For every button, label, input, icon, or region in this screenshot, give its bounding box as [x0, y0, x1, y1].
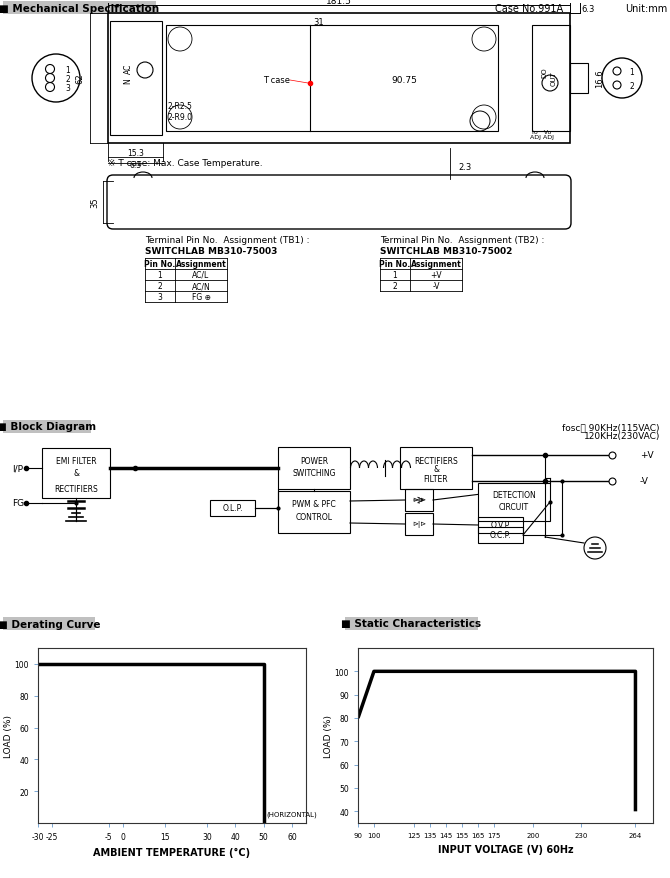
Text: O.L.P.: O.L.P. [222, 504, 243, 513]
Text: 2.3: 2.3 [458, 163, 471, 172]
Bar [3, 421, 91, 434]
Text: FILTER: FILTER [423, 475, 448, 484]
Text: 3: 3 [157, 292, 162, 302]
Text: T case: T case [263, 76, 290, 84]
Bar [278, 448, 350, 489]
Text: SWITCHLAB MB310-75002: SWITCHLAB MB310-75002 [380, 247, 513, 255]
Y-axis label: LOAD (%): LOAD (%) [4, 714, 13, 757]
Text: O.V.P.: O.V.P. [490, 521, 511, 530]
Text: RECTIFIERS: RECTIFIERS [54, 484, 98, 493]
Text: 2-R9.0: 2-R9.0 [167, 113, 192, 122]
Text: DO: DO [541, 68, 547, 78]
Text: -V: -V [432, 282, 440, 291]
Text: N: N [123, 78, 133, 83]
Text: Case No.991A: Case No.991A [495, 4, 563, 13]
Bar [570, 64, 588, 94]
Text: I/P: I/P [12, 464, 23, 473]
Text: AC/L: AC/L [192, 270, 210, 280]
X-axis label: AMBIENT TEMPERATURE (°C): AMBIENT TEMPERATURE (°C) [93, 846, 251, 857]
Bar [478, 528, 523, 543]
Bar [405, 489, 433, 511]
Text: RECTIFIERS: RECTIFIERS [414, 456, 458, 465]
Text: 1: 1 [630, 68, 634, 76]
Y-axis label: LOAD (%): LOAD (%) [324, 714, 333, 757]
Text: Terminal Pin No.  Assignment (TB1) :: Terminal Pin No. Assignment (TB1) : [145, 235, 310, 245]
Bar [278, 492, 350, 534]
Text: 2: 2 [66, 75, 70, 83]
Text: +V: +V [640, 451, 654, 460]
Text: Terminal Pin No.  Assignment (TB2) :: Terminal Pin No. Assignment (TB2) : [380, 235, 544, 245]
X-axis label: INPUT VOLTAGE (V) 60Hz: INPUT VOLTAGE (V) 60Hz [438, 844, 574, 853]
Text: ※ T case: Max. Case Temperature.: ※ T case: Max. Case Temperature. [108, 159, 263, 169]
Text: 1: 1 [157, 270, 162, 280]
Text: POWER: POWER [300, 456, 328, 465]
Bar [345, 617, 478, 630]
Bar [405, 514, 433, 536]
Bar [166, 26, 498, 132]
Text: 62: 62 [76, 74, 84, 84]
Text: 2: 2 [157, 282, 162, 291]
Text: 16.6: 16.6 [596, 69, 604, 88]
Text: Pin No.: Pin No. [379, 260, 411, 269]
Text: Pin No.: Pin No. [144, 260, 176, 269]
Text: Assignment: Assignment [176, 260, 226, 269]
Text: fosc： 90KHz(115VAC): fosc： 90KHz(115VAC) [563, 422, 660, 431]
Bar [108, 14, 570, 144]
Text: SWITCHING: SWITCHING [292, 469, 336, 478]
Bar [210, 500, 255, 516]
Text: ADJ ADJ: ADJ ADJ [530, 135, 554, 140]
Text: (HORIZONTAL): (HORIZONTAL) [267, 810, 318, 817]
Text: 120KHz(230VAC): 120KHz(230VAC) [584, 432, 660, 441]
Text: PWM & PFC: PWM & PFC [292, 500, 336, 509]
Text: 3: 3 [66, 83, 70, 92]
Bar [532, 26, 570, 132]
Text: 1: 1 [66, 66, 70, 75]
Text: &: & [73, 469, 79, 478]
Text: ■ Mechanical Specification: ■ Mechanical Specification [0, 4, 159, 13]
Text: DETECTION: DETECTION [492, 490, 536, 499]
Text: FG: FG [12, 499, 24, 507]
Text: 1: 1 [393, 270, 397, 280]
Text: EMI FILTER: EMI FILTER [56, 457, 96, 466]
Text: ■ Derating Curve: ■ Derating Curve [0, 619, 100, 629]
Bar [42, 449, 110, 499]
Text: 6.3: 6.3 [582, 4, 595, 13]
Text: SWITCHLAB MB310-75003: SWITCHLAB MB310-75003 [145, 247, 277, 255]
Text: Assignment: Assignment [411, 260, 462, 269]
Bar [3, 617, 95, 630]
Text: AC: AC [123, 64, 133, 74]
Text: O.C.P.: O.C.P. [490, 531, 511, 540]
Text: Unit:mm: Unit:mm [625, 4, 667, 13]
Text: ⊳|⊳: ⊳|⊳ [412, 521, 426, 528]
Text: 181.5: 181.5 [326, 0, 352, 5]
Text: FG ⊕: FG ⊕ [192, 292, 210, 302]
Bar [478, 484, 550, 522]
Bar [110, 22, 162, 136]
Text: -V: -V [640, 477, 649, 486]
Text: ⊳|⊳: ⊳|⊳ [412, 497, 426, 504]
Text: &: & [433, 464, 439, 473]
Bar [478, 517, 523, 534]
Text: 90.75: 90.75 [391, 76, 417, 84]
Text: 31: 31 [313, 18, 324, 26]
Text: ■ Static Characteristics: ■ Static Characteristics [341, 619, 481, 629]
Text: ■ Block Diagram: ■ Block Diagram [0, 422, 96, 432]
Text: 15.3: 15.3 [127, 149, 145, 158]
Text: CIRCUIT: CIRCUIT [499, 503, 529, 512]
Text: OUT: OUT [551, 71, 557, 86]
Text: 35: 35 [90, 198, 100, 208]
Text: CONTROL: CONTROL [295, 513, 332, 522]
Bar [3, 2, 156, 15]
Text: +V: +V [430, 270, 442, 280]
Text: 2: 2 [630, 82, 634, 90]
Text: Io   Vo: Io Vo [532, 129, 551, 134]
Text: AC/N: AC/N [192, 282, 210, 291]
Bar [400, 448, 472, 489]
Text: 2-R2.5: 2-R2.5 [167, 101, 192, 111]
Text: 2: 2 [393, 282, 397, 291]
Text: 6.3: 6.3 [130, 162, 142, 170]
